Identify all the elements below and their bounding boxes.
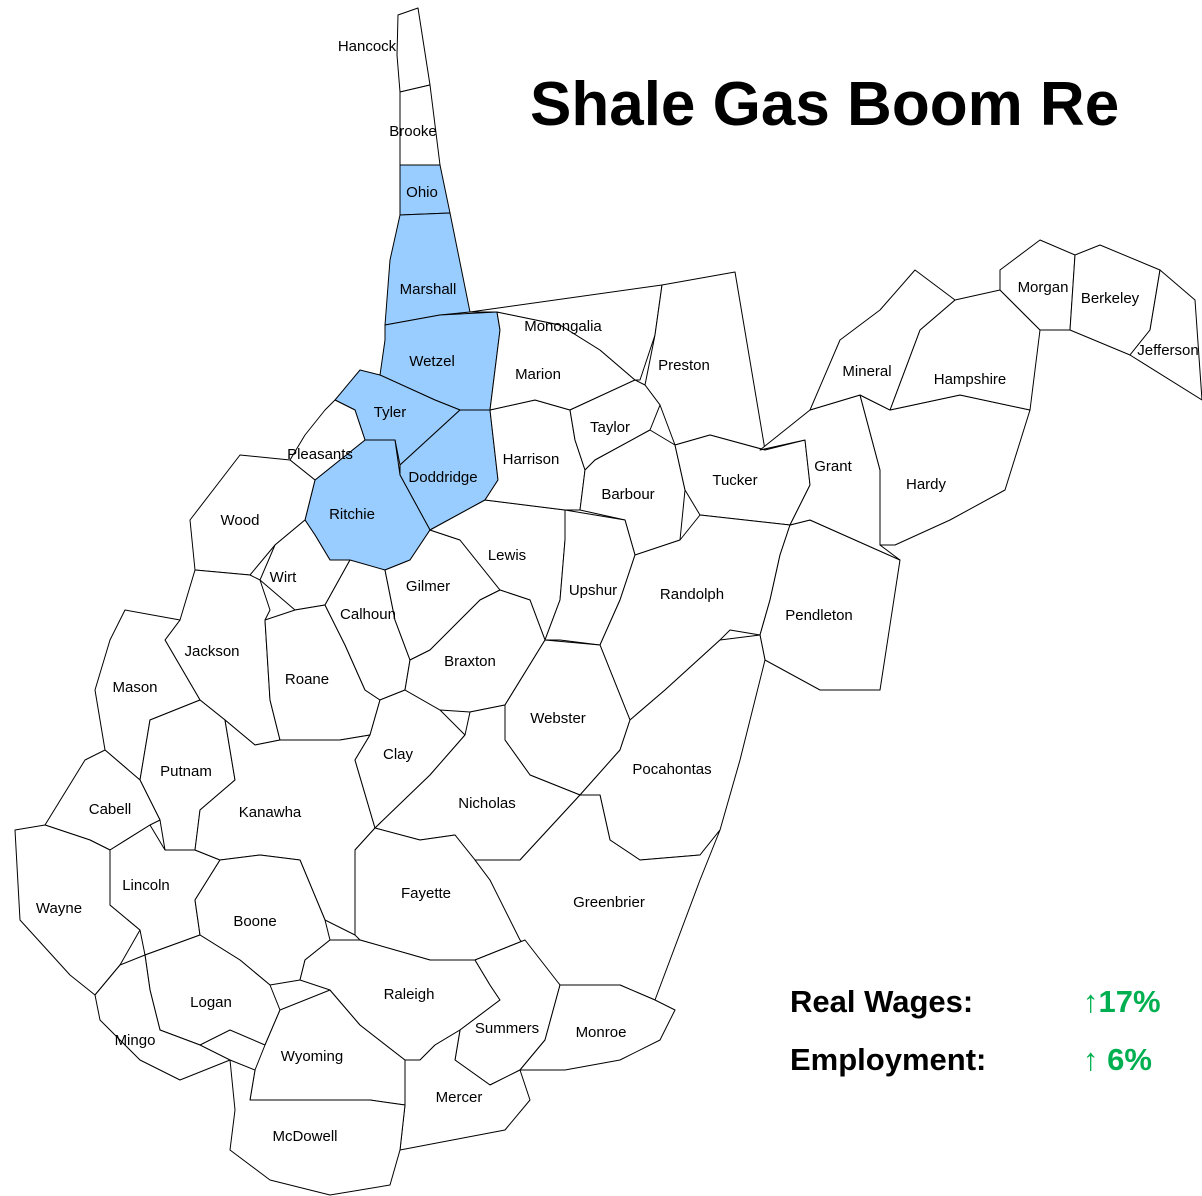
county — [396, 7, 431, 93]
county-label: Braxton — [444, 653, 496, 670]
county-label: Pocahontas — [632, 761, 711, 778]
county-label: Putnam — [160, 763, 212, 780]
county-label: Pendleton — [785, 607, 853, 624]
county-label: Jackson — [184, 643, 239, 660]
county-label: Wayne — [36, 900, 82, 917]
county — [1129, 269, 1202, 401]
county — [229, 1059, 406, 1196]
county-label: Doddridge — [408, 469, 477, 486]
county-label: Hancock — [338, 38, 397, 55]
county-label: Monroe — [576, 1024, 627, 1041]
county-label: Clay — [383, 746, 414, 763]
county-label: Ritchie — [329, 506, 375, 523]
title: Shale Gas Boom Re — [530, 70, 1119, 139]
county-label: Taylor — [590, 419, 630, 436]
county-label: Roane — [285, 671, 329, 688]
county — [544, 509, 636, 646]
county-label: Jefferson — [1137, 342, 1198, 359]
county-label: Mingo — [115, 1032, 156, 1049]
county-label: Greenbrier — [573, 894, 645, 911]
county-label: Kanawha — [239, 804, 302, 821]
county-label: Hardy — [906, 476, 947, 493]
county — [384, 212, 471, 326]
county-label: Morgan — [1018, 279, 1069, 296]
county-labels: Hancock Brooke Ohio Marshall Wetzel Tyler Dodd… — [36, 38, 1199, 1145]
county-label: Wyoming — [281, 1048, 343, 1065]
stat-label: Real Wages: — [790, 984, 973, 1019]
county-label: Marshall — [400, 281, 457, 298]
county-label: Logan — [190, 994, 232, 1011]
county-label: Tucker — [712, 472, 757, 489]
county-label: Cabell — [89, 801, 132, 818]
county — [94, 954, 231, 1081]
county-label: Wirt — [270, 569, 297, 586]
stat-value: ↑17% — [1083, 984, 1161, 1019]
county-label: Wetzel — [409, 353, 455, 370]
county — [519, 984, 676, 1071]
county-label: Brooke — [389, 123, 437, 140]
county-label: Preston — [658, 357, 710, 374]
county-label: Lewis — [488, 547, 526, 564]
county-label: Nicholas — [458, 795, 516, 812]
county-label: Mason — [112, 679, 157, 696]
county-label: Berkeley — [1081, 290, 1140, 307]
county — [809, 269, 956, 411]
county-label: Gilmer — [406, 578, 450, 595]
county-label: Grant — [814, 458, 852, 475]
county — [859, 394, 1031, 546]
county-label: Raleigh — [384, 986, 435, 1003]
counties — [14, 7, 1202, 1196]
county-label: Marion — [515, 366, 561, 383]
county-label: Calhoun — [340, 606, 396, 623]
county-label: Webster — [530, 710, 586, 727]
county-label: Hampshire — [934, 371, 1007, 388]
county-label: Barbour — [601, 486, 654, 503]
county-label: Tyler — [374, 404, 407, 421]
county-label: Mercer — [436, 1089, 483, 1106]
county-label: Ohio — [406, 184, 438, 201]
county-label: Randolph — [660, 586, 724, 603]
county-label: Harrison — [503, 451, 560, 468]
county-label: McDowell — [272, 1128, 337, 1145]
county-label: Pleasants — [287, 446, 353, 463]
county-label: Mineral — [842, 363, 891, 380]
county-label: Summers — [475, 1020, 539, 1037]
county-label: Lincoln — [122, 877, 170, 894]
stat-value: ↑ 6% — [1083, 1042, 1152, 1077]
stat-label: Employment: — [790, 1042, 986, 1077]
county-label: Wood — [221, 512, 260, 529]
county-label: Upshur — [569, 582, 617, 599]
county-label: Boone — [233, 913, 276, 930]
county-label: Monongalia — [524, 318, 602, 335]
county-label: Fayette — [401, 885, 451, 902]
